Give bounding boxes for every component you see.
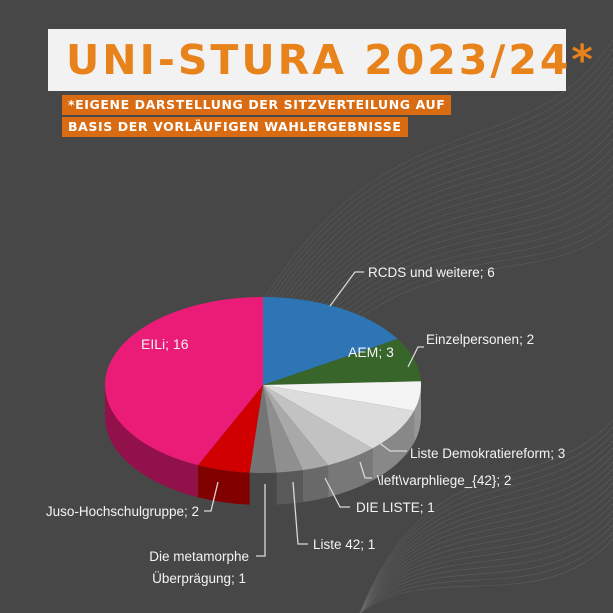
pie-slice-einzelpersonen: [263, 381, 421, 411]
pie-slice-aem: [263, 338, 421, 385]
background-wave-line: [359, 489, 613, 613]
pie-side-liste-42: [276, 470, 303, 505]
pie-slice-die-liste: [263, 385, 329, 471]
pie-slice-left-varphliege-42: [263, 385, 373, 466]
pie-tops: [104, 296, 421, 473]
title-banner: [48, 29, 566, 91]
pie-side-einzelpersonen: [414, 385, 421, 443]
label-dieliste: DIE LISTE; 1: [356, 500, 435, 515]
background-wave-line: [239, 102, 613, 383]
background-wave-line: [359, 468, 613, 613]
pie-slice-liste-42: [263, 385, 303, 473]
background-wave-line: [359, 475, 613, 613]
pie-slice-liste-demokratiereform: [263, 385, 415, 449]
pie-side-liste-demokratiereform: [372, 410, 415, 481]
label-pflege: \left\varphliege_{42}; 2: [377, 473, 511, 488]
label-meta-line1: Die metamorphe: [149, 549, 249, 564]
background-wave-line: [359, 454, 613, 613]
label-liste42: Liste 42; 1: [313, 537, 375, 552]
background-wave-line: [359, 426, 613, 613]
background-wave-line: [359, 482, 613, 613]
pie-side-die-liste: [302, 465, 329, 503]
pie-side-left-varphliege-42: [328, 448, 373, 498]
background-wave-line: [239, 66, 613, 359]
subtitle-line-1: *EIGENE DARSTELLUNG DER SITZVERTEILUNG A…: [62, 95, 452, 115]
background-wave-line: [239, 93, 613, 377]
leader-line-dieliste: [324, 477, 350, 508]
page-title: UNI-STURA 2023/24*: [66, 36, 596, 84]
subtitle-line-2: BASIS DER VORLÄUFIGEN WAHLERGEBNISSE: [62, 117, 408, 137]
pie-slice-juso-hochschulgruppe: [197, 385, 263, 473]
background-wave-line: [359, 531, 613, 613]
background-wave-line: [359, 433, 613, 613]
background-wave-line: [359, 461, 613, 613]
label-einzel: Einzelpersonen; 2: [426, 332, 534, 347]
background-wave-line: [359, 440, 613, 613]
background-wave-line: [239, 111, 613, 389]
background-wave-line: [239, 57, 613, 353]
leader-line-juso: [204, 481, 219, 512]
leader-line-pflege: [359, 461, 372, 479]
background-wave-line: [239, 48, 613, 347]
background-wave-line: [359, 419, 613, 613]
background-wave-line: [359, 496, 613, 613]
pie-side-die-metamorphe-berpr-gung: [249, 472, 277, 506]
pie-side-eili: [105, 385, 198, 498]
label-eili: EILi; 16: [141, 336, 189, 352]
label-juso: Juso-Hochschulgruppe; 2: [46, 504, 199, 519]
background-wave-line: [359, 510, 613, 613]
background-wave-line: [359, 503, 613, 613]
leader-line-liste42: [292, 481, 308, 545]
pie-sides: [105, 385, 421, 506]
leader-line-demo: [376, 440, 407, 452]
pie-side-juso-hochschulgruppe: [197, 465, 250, 505]
background-wave-line: [239, 84, 613, 371]
leader-line-rcds: [329, 271, 364, 307]
label-meta-line2: Überprägung; 1: [152, 571, 246, 586]
leader-line-einzel: [407, 346, 424, 368]
pie-slice-die-metamorphe-berpr-gung: [249, 385, 277, 473]
label-demo: Liste Demokratiereform; 3: [410, 446, 565, 461]
pie-slice-rcds-und-weitere: [263, 297, 398, 385]
label-rcds: RCDS und weitere; 6: [368, 265, 495, 280]
background-wave-line: [359, 447, 613, 613]
background-wave-line: [239, 39, 613, 341]
background-wave-line: [359, 524, 613, 613]
label-aem: AEM; 3: [348, 344, 394, 360]
background-wave-line: [239, 75, 613, 365]
background-wave-line: [359, 538, 613, 613]
background-wave-line: [359, 517, 613, 613]
pie-slice-eili: [104, 296, 264, 466]
leader-line-meta: [256, 484, 266, 557]
leader-lines: [204, 271, 424, 557]
